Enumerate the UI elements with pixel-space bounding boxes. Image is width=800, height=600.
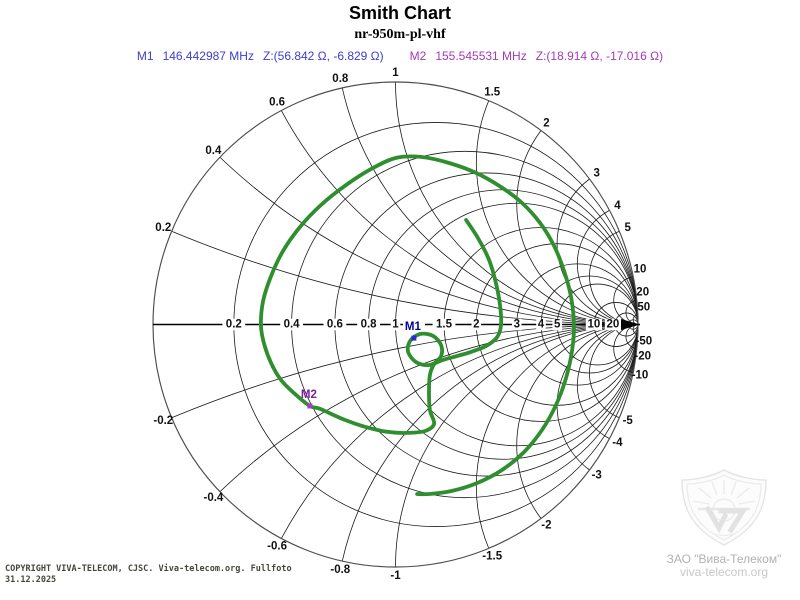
- rim-label-0.4: 0.4: [205, 145, 222, 157]
- page-subtitle: nr-950m-pl-vhf: [354, 27, 446, 42]
- axis-label-bg-4: [536, 318, 546, 331]
- reactance-arc--1.5: [475, 324, 639, 549]
- marker-m1-readout: M1 146.442987 MHz Z:(56.842 Ω, -6.829 Ω): [137, 49, 384, 63]
- logo-vt-monogram: [704, 505, 748, 534]
- reactance-arc-1: [395, 81, 639, 325]
- rim-label--0.6: -0.6: [267, 540, 287, 552]
- rim-label-2: 2: [543, 117, 549, 129]
- rim-label-4: 4: [614, 200, 621, 212]
- rim-label--2: -2: [541, 520, 551, 532]
- rim-label--0.8: -0.8: [330, 564, 350, 576]
- marker-m1-dot[interactable]: [411, 335, 417, 341]
- reactance-arc-2: [516, 130, 639, 325]
- marker-m1-label: M1: [405, 321, 422, 333]
- reactance-arc--1: [395, 324, 639, 568]
- axis-label-bg-3: [511, 318, 522, 331]
- rim-label--20: -20: [634, 351, 651, 363]
- reactance-arc--0.8: [341, 324, 639, 562]
- rim-label-5: 5: [624, 222, 631, 234]
- marker-m2-label: M2: [301, 389, 317, 401]
- rim-label-3: 3: [593, 168, 599, 180]
- vendor-logo: ЗАО "Вива-Телеком" viva-telecom.org: [666, 468, 782, 579]
- page-title: Smith Chart: [348, 3, 451, 23]
- s11-trace: [258, 154, 576, 497]
- rim-label-50: 50: [637, 301, 650, 313]
- marker-m2-frequency: 155.545531 MHz: [435, 49, 527, 63]
- rim-label--5: -5: [623, 415, 634, 427]
- copyright-line2: 31.12.2025: [5, 575, 57, 585]
- axis-label-bg-1.5: [432, 318, 456, 331]
- logo-website[interactable]: viva-telecom.org: [679, 565, 769, 579]
- rim-label-20: 20: [636, 286, 649, 298]
- rim-label-0.8: 0.8: [332, 73, 349, 85]
- axis-label-1.5: 1.5: [436, 319, 453, 331]
- axis-label-10: 10: [588, 319, 601, 331]
- axis-label-bg-0.8: [357, 318, 380, 331]
- rim-label--0.4: -0.4: [203, 492, 223, 504]
- reactance-arc-0.2: [171, 230, 639, 325]
- axis-label-0.8: 0.8: [361, 319, 378, 331]
- rim-label-10: 10: [634, 264, 647, 276]
- axis-label-20: 20: [607, 319, 620, 331]
- reactance-arc--2: [516, 324, 639, 519]
- marker-readout-bar: M1 146.442987 MHz Z:(56.842 Ω, -6.829 Ω)…: [0, 49, 800, 63]
- rim-label-0.2: 0.2: [155, 222, 171, 234]
- marker-m1-name: M1: [136, 49, 154, 63]
- logo-sun-rays: [692, 480, 756, 505]
- rim-label--4: -4: [612, 437, 623, 449]
- marker-m1-label-bg: [402, 319, 425, 332]
- axis-label-0.4: 0.4: [284, 319, 301, 331]
- reactance-arc--0.2: [171, 324, 639, 419]
- marker-m2-impedance: Z:(18.914 Ω, -17.016 Ω): [535, 49, 664, 63]
- reactance-arc-1.5: [475, 100, 639, 325]
- axis-label-bg-20: [604, 318, 621, 331]
- axis-label-3: 3: [514, 319, 520, 331]
- logo-company-name: ЗАО "Вива-Телеком": [666, 552, 782, 566]
- reactance-arc-0.8: [341, 87, 639, 325]
- axis-label-bg-5: [552, 318, 562, 331]
- rim-label--0.2: -0.2: [153, 415, 173, 427]
- rim-label--1: -1: [390, 570, 401, 582]
- axis-label-0.2: 0.2: [226, 319, 242, 331]
- axis-label-2: 2: [473, 319, 479, 331]
- axis-label-1: 1: [392, 319, 399, 331]
- axis-label-4: 4: [538, 319, 545, 331]
- axis-label-5: 5: [554, 319, 561, 331]
- marker-m1-impedance: Z:(56.842 Ω, -6.829 Ω): [262, 49, 384, 63]
- axis-label-bg-0.2: [222, 318, 246, 331]
- rim-label--1.5: -1.5: [482, 551, 502, 563]
- marker-m2-readout: M2 155.545531 MHz Z:(18.914 Ω, -17.016 Ω…: [410, 49, 663, 63]
- marker-m1-frequency: 146.442987 MHz: [162, 49, 254, 63]
- rim-label-0.6: 0.6: [269, 97, 285, 109]
- rim-label-1.5: 1.5: [484, 86, 501, 98]
- marker-m2-dot[interactable]: [307, 403, 313, 409]
- axis-label-bg-10: [585, 318, 602, 331]
- rim-label--50: -50: [635, 336, 652, 348]
- copyright-text: COPYRIGHT VIVA-TELECOM, CJSC. Viva-telec…: [5, 564, 292, 586]
- marker-m2-name: M2: [409, 49, 427, 63]
- vt-logo-shield: [681, 469, 767, 546]
- rim-label--3: -3: [592, 469, 602, 481]
- axis-label-bg-0.6: [323, 318, 347, 331]
- axis-infinity-arrow: [621, 319, 640, 330]
- rim-label--10: -10: [632, 369, 649, 381]
- rim-label-1: 1: [392, 67, 399, 79]
- axis-label-0.6: 0.6: [327, 319, 343, 331]
- axis-label-bg-1: [390, 318, 401, 331]
- axis-label-bg-2: [471, 318, 482, 331]
- copyright-line1: COPYRIGHT VIVA-TELECOM, CJSC. Viva-telec…: [5, 564, 292, 574]
- axis-label-bg-0.4: [280, 318, 303, 331]
